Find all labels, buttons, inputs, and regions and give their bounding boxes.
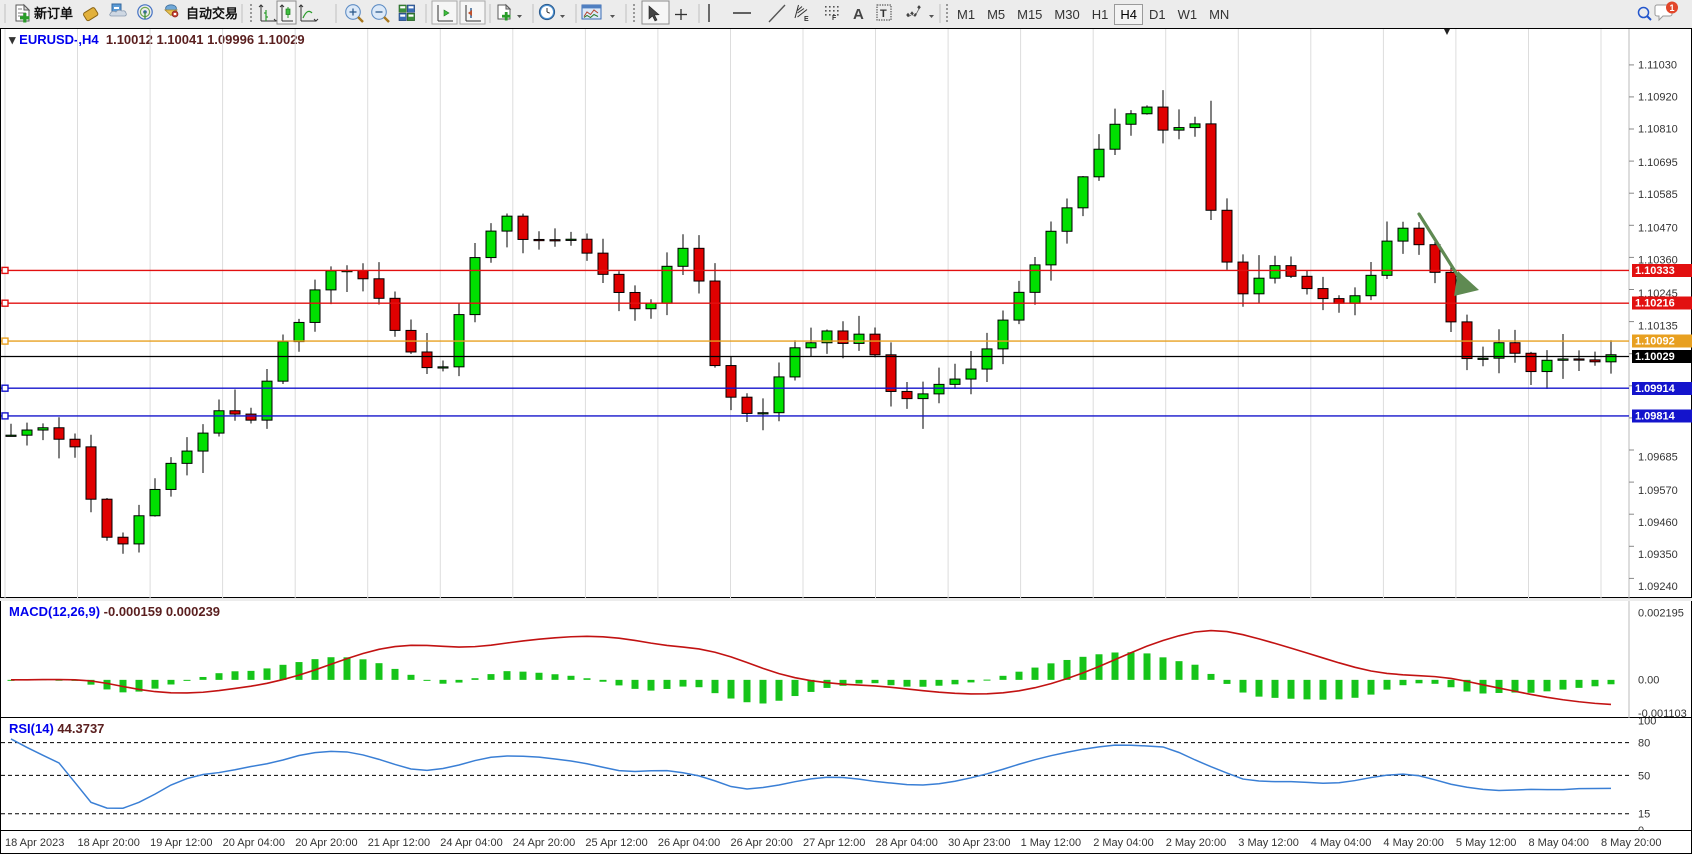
svg-text:24 Apr 04:00: 24 Apr 04:00	[440, 837, 502, 849]
svg-text:1.09460: 1.09460	[1638, 517, 1678, 529]
svg-text:1.10585: 1.10585	[1638, 189, 1678, 201]
svg-text:1.10920: 1.10920	[1638, 92, 1678, 104]
svg-text:1.09914: 1.09914	[1635, 383, 1676, 395]
svg-text:5 May 12:00: 5 May 12:00	[1456, 837, 1517, 849]
svg-text:21 Apr 12:00: 21 Apr 12:00	[368, 837, 430, 849]
svg-text:2 May 20:00: 2 May 20:00	[1166, 837, 1227, 849]
svg-text:-0.001103: -0.001103	[1638, 708, 1687, 718]
svg-text:1 May 12:00: 1 May 12:00	[1021, 837, 1082, 849]
svg-text:1.09350: 1.09350	[1638, 549, 1678, 561]
svg-text:25 Apr 12:00: 25 Apr 12:00	[585, 837, 647, 849]
svg-text:18 Apr 20:00: 18 Apr 20:00	[78, 837, 140, 849]
svg-text:1.11030: 1.11030	[1638, 60, 1677, 72]
svg-text:80: 80	[1638, 738, 1650, 750]
svg-text:50: 50	[1638, 770, 1650, 782]
svg-text:18 Apr 2023: 18 Apr 2023	[5, 837, 64, 849]
svg-text:1.10216: 1.10216	[1635, 298, 1675, 310]
svg-text:1.10810: 1.10810	[1638, 124, 1678, 136]
svg-text:26 Apr 04:00: 26 Apr 04:00	[658, 837, 720, 849]
svg-text:4 May 04:00: 4 May 04:00	[1311, 837, 1372, 849]
svg-text:1.10092: 1.10092	[1635, 336, 1675, 348]
svg-text:20 Apr 20:00: 20 Apr 20:00	[295, 837, 357, 849]
svg-text:1.09240: 1.09240	[1638, 581, 1678, 593]
svg-text:19 Apr 12:00: 19 Apr 12:00	[150, 837, 212, 849]
svg-text:1.09685: 1.09685	[1638, 451, 1678, 463]
svg-text:27 Apr 12:00: 27 Apr 12:00	[803, 837, 865, 849]
svg-text:1.09570: 1.09570	[1638, 485, 1678, 497]
svg-text:4 May 20:00: 4 May 20:00	[1383, 837, 1444, 849]
svg-text:24 Apr 20:00: 24 Apr 20:00	[513, 837, 575, 849]
svg-text:1: 1	[1669, 3, 1674, 13]
svg-text:30 Apr 23:00: 30 Apr 23:00	[948, 837, 1010, 849]
svg-text:1.10333: 1.10333	[1635, 265, 1675, 277]
svg-text:0.00: 0.00	[1638, 675, 1659, 687]
svg-text:1.09814: 1.09814	[1635, 411, 1676, 423]
svg-text:26 Apr 20:00: 26 Apr 20:00	[731, 837, 793, 849]
svg-text:3 May 12:00: 3 May 12:00	[1238, 837, 1299, 849]
svg-text:1.10695: 1.10695	[1638, 157, 1678, 169]
svg-text:20 Apr 04:00: 20 Apr 04:00	[223, 837, 285, 849]
svg-text:1.10135: 1.10135	[1638, 320, 1678, 332]
svg-text:8 May 04:00: 8 May 04:00	[1529, 837, 1590, 849]
svg-text:2 May 04:00: 2 May 04:00	[1093, 837, 1154, 849]
svg-text:28 Apr 04:00: 28 Apr 04:00	[876, 837, 938, 849]
svg-text:8 May 20:00: 8 May 20:00	[1601, 837, 1662, 849]
svg-text:15: 15	[1638, 809, 1650, 821]
svg-text:1.10029: 1.10029	[1635, 351, 1675, 363]
svg-text:1.10470: 1.10470	[1638, 223, 1678, 235]
svg-text:100: 100	[1638, 718, 1656, 728]
svg-text:0.002195: 0.002195	[1638, 608, 1684, 620]
